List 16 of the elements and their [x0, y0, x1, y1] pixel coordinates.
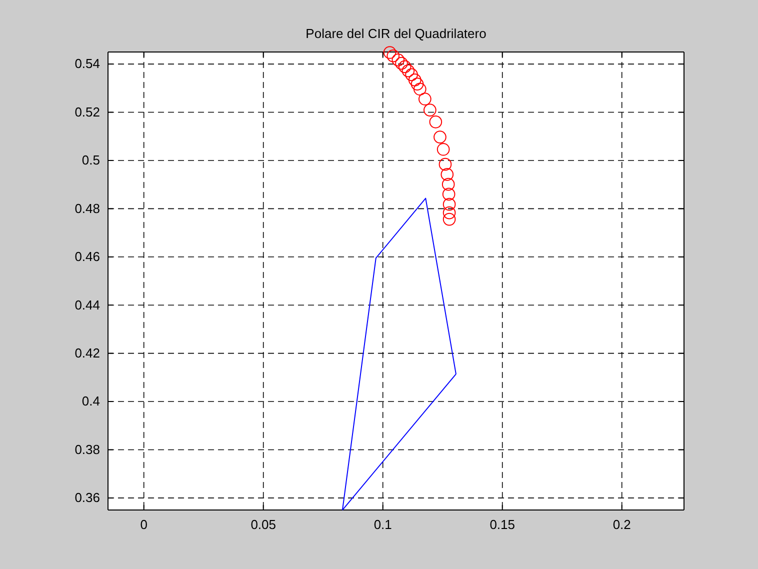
x-tick-label: 0.05 — [250, 517, 276, 532]
x-tick-label: 0 — [140, 517, 148, 532]
x-tick-label: 0.15 — [490, 517, 516, 532]
y-tick-label: 0.48 — [74, 200, 100, 216]
y-tick-label: 0.44 — [74, 297, 100, 312]
y-tick-label: 0.38 — [74, 442, 100, 457]
y-tick-label: 0.46 — [74, 249, 100, 264]
y-tick-label: 0.36 — [74, 490, 100, 506]
y-tick-label: 0.4 — [82, 394, 100, 409]
chart-title: Polare del CIR del Quadrilatero — [306, 26, 486, 41]
y-tick-label: 0.54 — [74, 56, 100, 72]
x-tick-label: 0.1 — [374, 517, 392, 532]
x-tick-label: 0.2 — [612, 517, 631, 532]
y-tick-label: 0.52 — [74, 104, 100, 120]
y-tick-label: 0.42 — [74, 345, 100, 360]
y-tick-label: 0.5 — [82, 152, 100, 168]
